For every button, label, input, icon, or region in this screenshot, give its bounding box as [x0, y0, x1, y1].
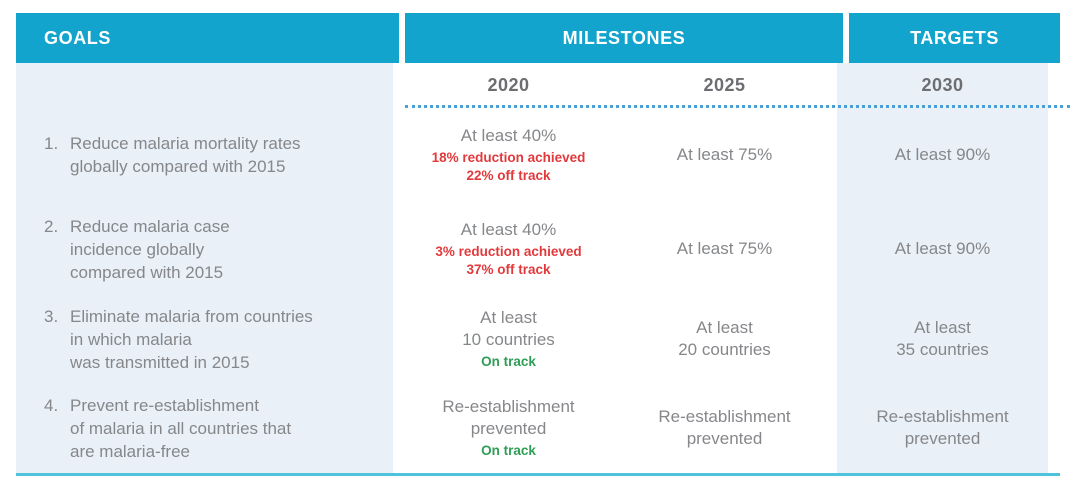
milestone-value: Re-establishment prevented: [658, 407, 791, 448]
dotted-divider: [405, 105, 1070, 108]
table-row: 2. Reduce malaria case incidence globall…: [16, 203, 1060, 295]
table-row: 1. Reduce malaria mortality rates global…: [16, 107, 1060, 203]
milestone-2025-cell-1: At least 75%: [618, 107, 837, 203]
goal-cell-3: 3. Eliminate malaria from countries in w…: [16, 295, 399, 383]
goals-column-spacer: [16, 63, 399, 107]
milestone-2025-cell-4: Re-establishment prevented: [618, 383, 837, 473]
milestone-status: On track: [481, 443, 536, 458]
goal-number: 2.: [44, 216, 59, 236]
milestone-value: Re-establishment prevented: [442, 397, 575, 438]
goal-number: 4.: [44, 395, 59, 415]
year-labels-row: 2020 2025 2030: [16, 63, 1060, 107]
year-2020-label: 2020: [487, 74, 530, 95]
table-header-row: GOALS MILESTONES TARGETS: [16, 13, 1060, 63]
milestone-2020-cell-2: At least 40% 3% reduction achieved 37% o…: [399, 203, 618, 295]
table-row: 4. Prevent re-establishment of malaria i…: [16, 383, 1060, 473]
goal-number: 1.: [44, 134, 59, 153]
goal-text: Prevent re-establishment of malaria in a…: [70, 395, 292, 461]
year-2025-label: 2025: [703, 74, 746, 95]
milestone-value: At least 20 countries: [678, 318, 771, 359]
goal-cell-1: 1. Reduce malaria mortality rates global…: [16, 107, 399, 203]
bottom-accent-rule: [16, 473, 1060, 476]
milestone-2025-cell-2: At least 75%: [618, 203, 837, 295]
target-value: At least 35 countries: [896, 318, 989, 359]
target-value: Re-establishment prevented: [876, 407, 1009, 448]
table-body: 2020 2025 2030 1. Reduce malaria mortali…: [16, 63, 1070, 473]
target-2030-cell-2: At least 90%: [837, 203, 1048, 295]
year-2030-label: 2030: [921, 74, 964, 95]
year-2025-cell: 2025: [618, 63, 837, 107]
milestone-value: At least 10 countries: [462, 308, 555, 349]
targets-header: TARGETS: [849, 13, 1060, 63]
target-2030-cell-3: At least 35 countries: [837, 295, 1048, 383]
milestone-value: At least 75%: [676, 145, 773, 164]
target-value: At least 90%: [894, 145, 991, 164]
milestone-2020-cell-1: At least 40% 18% reduction achieved 22% …: [399, 107, 618, 203]
milestone-2020-cell-3: At least 10 countries On track: [399, 295, 618, 383]
milestone-value: At least 40%: [460, 220, 557, 239]
goal-text: Reduce malaria mortality rates globally …: [70, 134, 301, 176]
milestone-value: At least 40%: [460, 126, 557, 145]
milestone-2020-cell-4: Re-establishment prevented On track: [399, 383, 618, 473]
year-2030-cell: 2030: [837, 63, 1048, 107]
goal-cell-2: 2. Reduce malaria case incidence globall…: [16, 203, 399, 295]
milestone-status: 3% reduction achieved 37% off track: [435, 244, 582, 277]
target-2030-cell-4: Re-establishment prevented: [837, 383, 1048, 473]
milestones-header: MILESTONES: [405, 13, 843, 63]
goal-number: 3.: [44, 306, 59, 326]
goals-milestones-targets-table: GOALS MILESTONES TARGETS 2020 2025 2030: [16, 13, 1070, 476]
milestone-status: 18% reduction achieved 22% off track: [431, 150, 586, 183]
milestone-value: At least 75%: [676, 239, 773, 258]
target-value: At least 90%: [894, 239, 991, 258]
goal-text: Eliminate malaria from countries in whic…: [70, 306, 313, 372]
table-row: 3. Eliminate malaria from countries in w…: [16, 295, 1060, 383]
year-2020-cell: 2020: [399, 63, 618, 107]
goal-cell-4: 4. Prevent re-establishment of malaria i…: [16, 383, 399, 473]
target-2030-cell-1: At least 90%: [837, 107, 1048, 203]
milestone-status: On track: [481, 354, 536, 369]
milestone-2025-cell-3: At least 20 countries: [618, 295, 837, 383]
goals-header: GOALS: [16, 13, 399, 63]
goal-text: Reduce malaria case incidence globally c…: [70, 216, 230, 282]
